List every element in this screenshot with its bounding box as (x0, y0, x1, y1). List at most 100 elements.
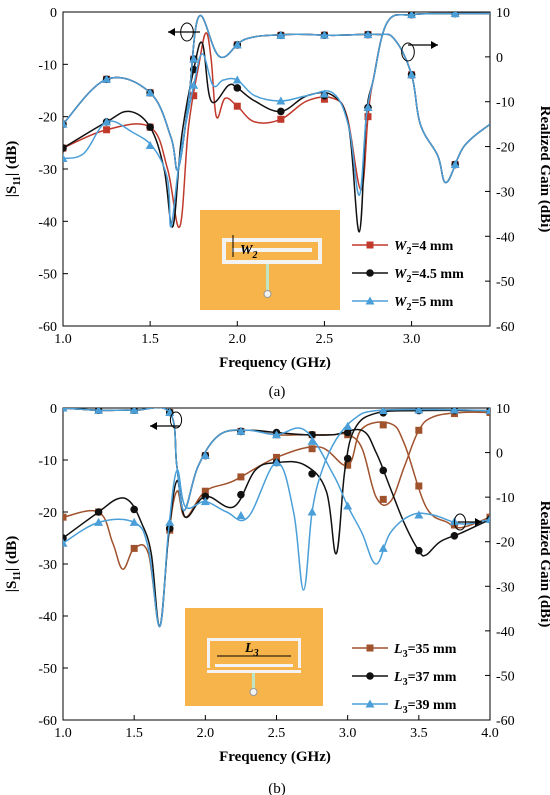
s11-marker (449, 408, 459, 414)
s11-marker (319, 89, 329, 98)
s11-marker (94, 508, 103, 516)
x-axis-label: Frequency (GHz) (219, 355, 331, 371)
y-right-tick-label: 10 (496, 402, 510, 417)
gain-marker (189, 54, 199, 63)
annotation-arrow-head (168, 28, 175, 36)
s11-marker (130, 544, 138, 552)
y-right-tick-label: -60 (496, 320, 515, 335)
legend-entry: W2=5 mm (394, 295, 454, 313)
inset-label-var: L (244, 641, 254, 656)
gain-marker (407, 70, 417, 79)
gain-marker (485, 514, 490, 523)
x-tick-label: 2.0 (197, 726, 215, 741)
gain-marker (450, 531, 459, 540)
s11-marker (414, 408, 424, 414)
s11-marker (103, 126, 111, 134)
y-left-tick-label: -40 (38, 610, 57, 625)
s11-marker (63, 538, 68, 547)
inset-label-sub: 3 (253, 648, 259, 659)
legend-var: L (393, 698, 403, 713)
s11-marker (63, 534, 67, 542)
legend-var: L (393, 642, 403, 657)
s11-line-series-2 (63, 408, 490, 628)
y-right-tick-label: -50 (496, 669, 515, 684)
s11-marker (308, 470, 316, 478)
y-right-tick-label: 0 (496, 447, 503, 462)
legend-value: =37 mm (408, 670, 457, 685)
s11-marker (129, 517, 139, 526)
inset-trace (222, 238, 322, 242)
s11-marker (378, 408, 388, 414)
gain-marker (145, 88, 155, 97)
legend-sub: 3 (403, 705, 408, 716)
y-right-tick-label: -10 (496, 96, 515, 111)
s11-marker (415, 482, 423, 490)
s11-marker (272, 458, 281, 467)
legend-var: W (394, 267, 408, 282)
s11-marker (201, 487, 209, 495)
s11-marker (145, 140, 155, 149)
inset-label-sub: 2 (251, 250, 257, 261)
s11-marker (189, 80, 199, 89)
gain-marker (232, 40, 242, 49)
inset-port (249, 688, 258, 696)
legend-sub: 2 (406, 302, 411, 313)
inset-label: W2 (240, 243, 257, 261)
panel-label: (b) (268, 781, 286, 795)
gain-marker (307, 436, 317, 445)
gain-marker (276, 30, 286, 39)
legend-value: =4 mm (411, 239, 453, 254)
legend-sub: 3 (403, 649, 408, 660)
x-tick-label: 2.0 (229, 332, 247, 347)
s11-marker (63, 513, 67, 521)
inset-trace (222, 260, 322, 264)
legend-sub: 2 (406, 246, 411, 257)
legend-value: =5 mm (411, 295, 453, 310)
legend-sub: 2 (406, 274, 411, 285)
x-tick-label: 1.0 (54, 332, 72, 347)
y-left-tick-label: -30 (38, 163, 57, 178)
s11-marker (237, 490, 245, 499)
legend-marker (365, 699, 375, 708)
y-right-tick-label: -30 (496, 580, 515, 595)
curves (63, 408, 490, 628)
y-left-label-tail: | (dB) (4, 141, 20, 176)
annotation-ellipse (401, 42, 415, 62)
y-left-tick-label: 0 (50, 402, 57, 417)
s11-marker (237, 473, 245, 481)
annotation-arrow-head (431, 41, 438, 49)
y-right-tick-label: -30 (496, 185, 515, 200)
y-right-tick-label: -20 (496, 141, 515, 156)
s11-marker (200, 497, 210, 506)
gain-marker (379, 495, 387, 503)
s11-marker (308, 445, 316, 453)
legend-marker (366, 644, 374, 652)
chart-panel-a: 1.0 1.5 2.0 2.5 3.0 0 -10 -20 -30 -40 -50 -60 10 0 -10… (4, 6, 550, 400)
s11-marker (233, 84, 242, 92)
inset-feed (266, 264, 269, 292)
s11-marker (407, 12, 417, 19)
y-right-tick-label: 0 (496, 51, 503, 66)
annotation-arrow-head (150, 422, 157, 430)
gain-marker (129, 408, 139, 414)
y-left-tick-label: -40 (38, 215, 57, 230)
y-right-axis-label: Realized Gain (dBi) (537, 501, 550, 628)
y-right-tick-label: 10 (496, 6, 510, 21)
s11-line-series-1 (63, 12, 490, 233)
s11-marker (363, 103, 373, 112)
y-right-tick-label: -10 (496, 491, 515, 506)
y-left-tick-label: -30 (38, 558, 57, 573)
s11-marker (273, 453, 280, 461)
chart-panel-b: 1.0 1.5 2.0 2.5 3.0 3.5 4.0 0 -10 -20 -30 -40 -50 -60… (4, 402, 550, 795)
y-right-tick-label: -60 (496, 714, 515, 729)
s11-marker (277, 107, 285, 116)
y-right-tick-label: -40 (496, 625, 515, 640)
inset-label: L3 (244, 641, 259, 659)
s11-marker (201, 492, 210, 501)
y-left-tick-label: -60 (38, 714, 57, 729)
y-right-tick-label: -20 (496, 536, 515, 551)
gain-marker (378, 543, 388, 552)
gain-marker (102, 74, 112, 83)
legend-value: =4.5 mm (411, 267, 464, 282)
